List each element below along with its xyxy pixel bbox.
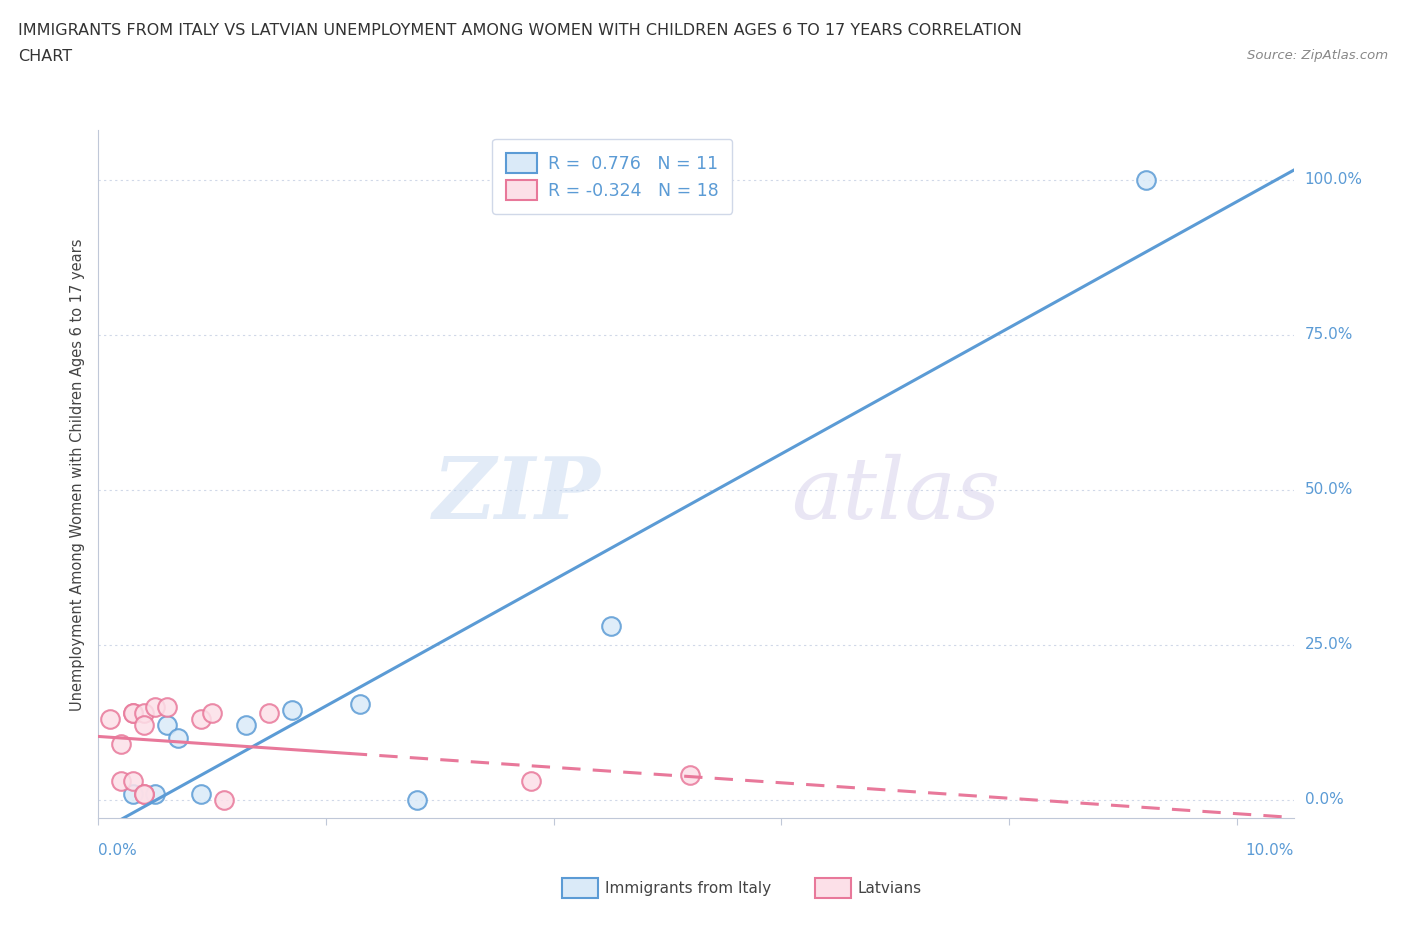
Point [156,699,179,714]
Point [156,718,179,733]
Text: Latvians: Latvians [858,881,922,896]
Text: CHART: CHART [18,49,72,64]
Point [599,618,621,633]
Point [121,706,143,721]
Point [167,730,190,745]
Point [1135,172,1157,187]
Point [190,711,212,726]
Point [201,706,224,721]
Point [143,786,166,801]
Text: 25.0%: 25.0% [1305,637,1353,652]
Point [406,792,429,807]
Point [190,786,212,801]
Point [98,711,121,726]
Point [143,699,166,714]
Text: ZIP: ZIP [433,453,600,537]
Text: 50.0%: 50.0% [1305,483,1353,498]
Point [132,718,155,733]
Text: Source: ZipAtlas.com: Source: ZipAtlas.com [1247,49,1388,62]
Y-axis label: Unemployment Among Women with Children Ages 6 to 17 years: Unemployment Among Women with Children A… [70,238,86,711]
Point [679,767,702,782]
Point [110,774,132,789]
Point [235,718,257,733]
Text: IMMIGRANTS FROM ITALY VS LATVIAN UNEMPLOYMENT AMONG WOMEN WITH CHILDREN AGES 6 T: IMMIGRANTS FROM ITALY VS LATVIAN UNEMPLO… [18,23,1022,38]
Point [121,774,143,789]
Legend: R =  0.776   N = 11, R = -0.324   N = 18: R = 0.776 N = 11, R = -0.324 N = 18 [492,139,733,214]
Text: Immigrants from Italy: Immigrants from Italy [605,881,770,896]
Text: 10.0%: 10.0% [1246,844,1294,858]
Point [132,786,155,801]
Point [349,697,371,711]
Point [121,786,143,801]
Text: 0.0%: 0.0% [1305,792,1343,807]
Point [520,774,543,789]
Text: 75.0%: 75.0% [1305,327,1353,342]
Text: atlas: atlas [792,454,1001,537]
Point [132,706,155,721]
Point [212,792,235,807]
Point [121,706,143,721]
Point [281,702,304,717]
Text: 0.0%: 0.0% [98,844,138,858]
Point [132,786,155,801]
Point [257,706,280,721]
Point [110,737,132,751]
Text: 100.0%: 100.0% [1305,172,1362,187]
